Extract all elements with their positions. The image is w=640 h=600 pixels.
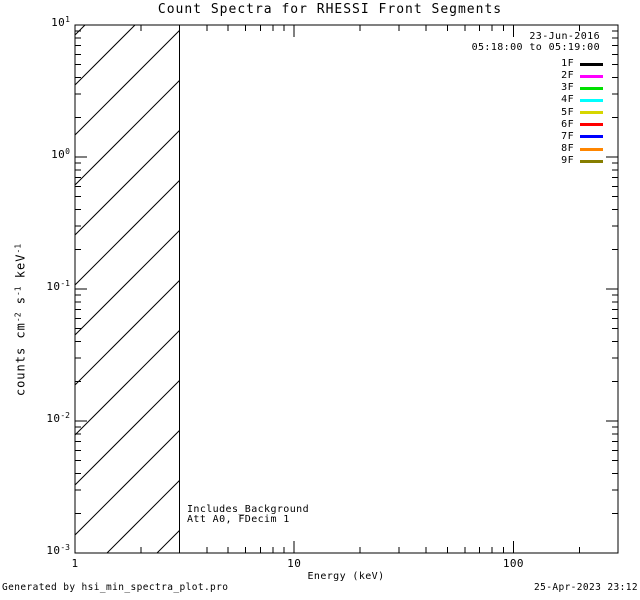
legend-entry-label: 7F <box>561 130 574 142</box>
x-axis-tick-label: 10 <box>287 557 302 570</box>
exponent: -2 <box>60 411 70 420</box>
exponent: 1 <box>65 15 70 24</box>
legend-entry-label: 6F <box>561 118 574 130</box>
y-axis-tick-label: 100 <box>51 147 70 161</box>
attenuator-note: Att A0, FDecim 1 <box>187 514 290 525</box>
legend-entry-label: 4F <box>561 94 574 106</box>
y-axis-tick-label: 101 <box>51 15 70 29</box>
y-axis-tick-label: 10-3 <box>46 543 70 557</box>
y-axis-tick-label: 10-2 <box>46 411 70 425</box>
footer-timestamp: 25-Apr-2023 23:12 <box>533 582 638 593</box>
legend-entry-swatch <box>580 98 603 102</box>
legend-entry-label: 1F <box>561 58 574 69</box>
legend-entry-swatch <box>580 74 603 78</box>
x-axis-tick-label: 100 <box>502 557 524 570</box>
exponent: 0 <box>65 147 70 156</box>
footer-generated-by: Generated by hsi_min_spectra_plot.pro <box>2 582 229 593</box>
background-note: Includes_Background <box>187 504 309 515</box>
legend-entry-swatch <box>580 111 603 115</box>
plot-title: Count Spectra for RHESSI Front Segments <box>157 2 503 17</box>
legend-entry-swatch <box>580 123 603 127</box>
axis-ticks <box>75 25 618 553</box>
legend-entry-label: 2F <box>561 70 574 82</box>
y-axis-title: counts cm-2 s-1 keV-1 <box>13 243 28 397</box>
legend-entry-swatch <box>580 135 603 139</box>
y-axis-tick-label: 10-1 <box>46 279 70 293</box>
legend-entry-swatch <box>580 159 603 163</box>
legend-entry-swatch <box>580 147 603 151</box>
observation-date: 23-Jun-2016 <box>529 31 600 42</box>
legend-entry-label: 9F <box>561 155 574 167</box>
x-axis-tick-label: 1 <box>71 557 79 570</box>
exponent: -1 <box>13 243 23 254</box>
exponent: -2 <box>13 312 23 323</box>
exponent: -1 <box>13 286 23 297</box>
legend-entry-swatch <box>580 62 603 66</box>
legend-entry-label: 5F <box>561 106 574 118</box>
legend-entry-label: 8F <box>561 143 574 155</box>
legend-entry-label: 3F <box>561 82 574 94</box>
observation-time-range: 05:18:00 to 05:19:00 <box>471 42 600 53</box>
legend-entry-swatch <box>580 86 603 90</box>
hatch-region <box>75 25 180 553</box>
exponent: -1 <box>60 279 70 288</box>
x-axis-title: Energy (keV) <box>307 571 385 582</box>
exponent: -3 <box>60 543 70 552</box>
